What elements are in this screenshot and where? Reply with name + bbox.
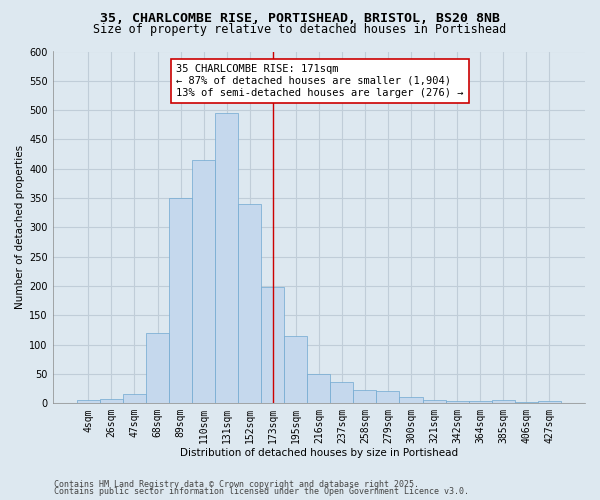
Bar: [400, 398, 422, 403]
Bar: [538, 402, 561, 403]
Bar: [100, 399, 123, 403]
Bar: [215, 113, 238, 403]
Text: Contains public sector information licensed under the Open Government Licence v3: Contains public sector information licen…: [54, 488, 469, 496]
Bar: [376, 392, 400, 403]
Bar: [261, 287, 284, 403]
Text: Contains HM Land Registry data © Crown copyright and database right 2025.: Contains HM Land Registry data © Crown c…: [54, 480, 419, 489]
Bar: [77, 400, 100, 403]
Bar: [146, 333, 169, 403]
Bar: [446, 402, 469, 403]
Bar: [491, 400, 515, 403]
Text: Size of property relative to detached houses in Portishead: Size of property relative to detached ho…: [94, 24, 506, 36]
Bar: [238, 204, 261, 403]
Bar: [331, 382, 353, 403]
Bar: [307, 374, 331, 403]
Bar: [469, 401, 491, 403]
Bar: [169, 198, 192, 403]
X-axis label: Distribution of detached houses by size in Portishead: Distribution of detached houses by size …: [180, 448, 458, 458]
Y-axis label: Number of detached properties: Number of detached properties: [15, 146, 25, 310]
Bar: [353, 390, 376, 403]
Bar: [284, 336, 307, 403]
Bar: [192, 160, 215, 403]
Bar: [422, 400, 446, 403]
Bar: [123, 394, 146, 403]
Text: 35 CHARLCOMBE RISE: 171sqm
← 87% of detached houses are smaller (1,904)
13% of s: 35 CHARLCOMBE RISE: 171sqm ← 87% of deta…: [176, 64, 463, 98]
Bar: [515, 402, 538, 403]
Text: 35, CHARLCOMBE RISE, PORTISHEAD, BRISTOL, BS20 8NB: 35, CHARLCOMBE RISE, PORTISHEAD, BRISTOL…: [100, 12, 500, 26]
